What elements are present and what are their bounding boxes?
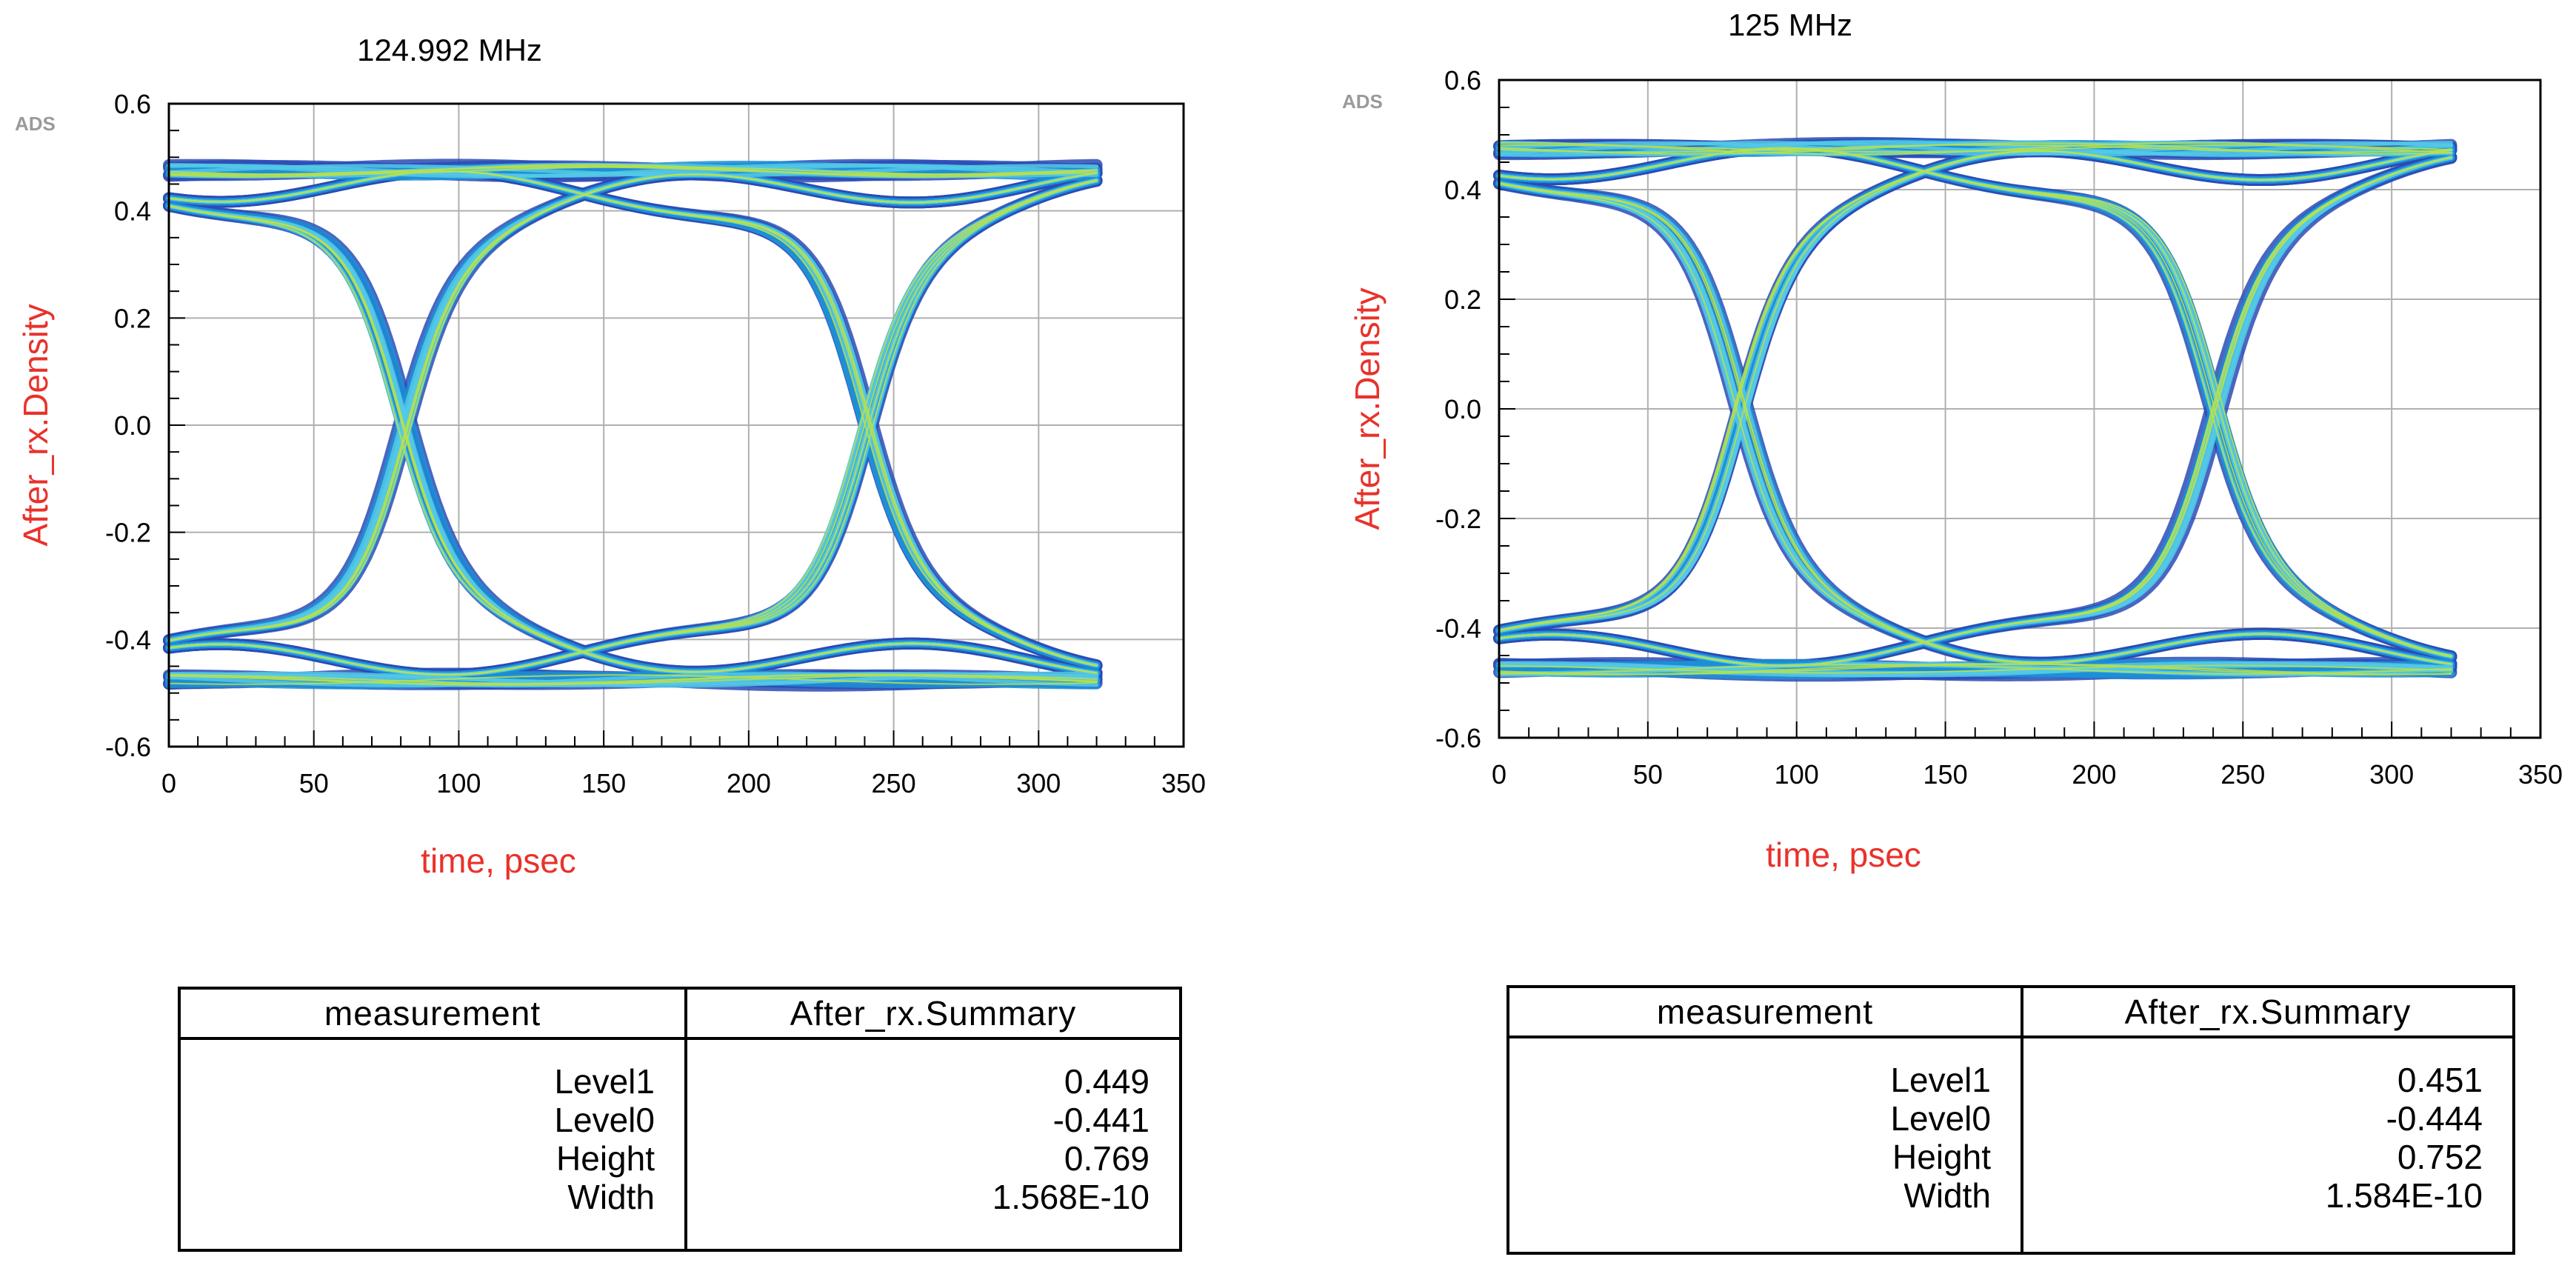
eye-rail-trace <box>168 166 1098 176</box>
measurement-names: Level1 Level0 Height Width <box>179 1038 686 1250</box>
measurement-value: -0.444 <box>2386 1099 2483 1138</box>
eye-rail-trace <box>168 164 1098 178</box>
x-tick-label: 0 <box>161 768 176 798</box>
y-tick-label: 0.4 <box>1444 175 1481 205</box>
x-tick-label: 250 <box>2220 759 2265 790</box>
table-header-summary: After_rx.Summary <box>2021 987 2514 1038</box>
chart-title: 124.992 MHz <box>357 33 542 67</box>
table-header-measurement: measurement <box>1508 987 2022 1038</box>
y-axis-label: After_rx.Density <box>1348 287 1387 530</box>
y-tick-label: 0.6 <box>114 89 151 119</box>
plot-frame <box>167 102 1185 748</box>
measurement-values: 0.451 -0.444 0.752 1.584E-10 <box>2021 1037 2514 1253</box>
eye-trace <box>1498 147 2452 657</box>
measurement-value: 0.449 <box>1064 1062 1149 1101</box>
eye-rail-trace <box>168 674 1098 685</box>
eye-rail-trace <box>167 672 1099 687</box>
y-tick-label: 0.4 <box>114 196 151 227</box>
eye-trace <box>1498 156 2452 667</box>
eye-rail-trace <box>167 164 1099 178</box>
x-tick-label: 50 <box>299 768 329 798</box>
y-tick-label: -0.2 <box>105 518 151 548</box>
x-tick-label: 250 <box>872 768 916 798</box>
x-tick-label: 150 <box>581 768 626 798</box>
eye-trace <box>168 172 1098 642</box>
x-tick-label: 100 <box>436 768 481 798</box>
x-tick-label: 300 <box>2369 759 2414 790</box>
table-header-measurement: measurement <box>179 988 686 1040</box>
y-tick-label: -0.2 <box>1435 504 1481 534</box>
y-tick-label: -0.6 <box>1435 723 1481 753</box>
y-tick-label: -0.6 <box>105 732 151 762</box>
eye-trace <box>1498 149 2452 631</box>
measurement-name: Height <box>1892 1138 1991 1176</box>
plot-frame <box>1498 79 2542 739</box>
y-tick-label: 0.0 <box>114 410 151 441</box>
eye-trace <box>168 170 1098 667</box>
measurement-name: Level0 <box>1890 1099 1991 1138</box>
measurement-values: 0.449 -0.441 0.769 1.568E-10 <box>684 1038 1181 1250</box>
eye-rail-trace <box>1497 141 2453 156</box>
x-tick-label: 200 <box>727 768 771 798</box>
table-header-summary: After_rx.Summary <box>684 988 1181 1040</box>
ads-watermark: ADS <box>1342 90 1383 113</box>
measurement-name: Level1 <box>1890 1061 1991 1099</box>
measurement-name: Level0 <box>554 1101 655 1139</box>
x-tick-label: 350 <box>1161 768 1206 798</box>
eye-traces <box>1493 136 2457 682</box>
y-tick-label: 0.0 <box>1444 394 1481 424</box>
eye-chart-left: 124.992 MHz ADS After_rx.Density time, psec… <box>15 33 1206 880</box>
eye-trace <box>168 179 1098 676</box>
x-tick-label: 200 <box>2072 759 2116 790</box>
y-tick-label: 0.2 <box>1444 284 1481 315</box>
eye-rail-trace <box>167 672 1099 687</box>
eye-trace <box>1498 182 2452 665</box>
x-tick-label: 350 <box>2518 759 2563 790</box>
eye-rail-trace <box>168 674 1098 685</box>
y-tick-label: -0.4 <box>105 624 151 655</box>
eye-rail-trace <box>168 674 1098 685</box>
x-tick-label: 150 <box>1923 759 1968 790</box>
x-axis-label: time, psec <box>1766 836 1921 874</box>
measurement-names: Level1 Level0 Height Width <box>1508 1037 2022 1253</box>
eye-chart-right: 125 MHz ADS After_rx.Density time, psec 0 50 1… <box>1342 7 2563 874</box>
x-tick-label: 100 <box>1775 759 1819 790</box>
x-tick-label: 0 <box>1492 759 1506 790</box>
y-axis-label: After_rx.Density <box>16 304 55 546</box>
x-tick-label: 50 <box>1633 759 1663 790</box>
eye-rail-trace <box>1498 663 2452 676</box>
measurement-table-right: measurement After_rx.Summary Level1 Leve… <box>1506 985 2515 1255</box>
measurement-value: -0.441 <box>1052 1101 1149 1139</box>
measurement-value: 0.451 <box>2397 1061 2483 1099</box>
y-tick-label: 0.6 <box>1444 65 1481 96</box>
eye-rail-trace <box>1498 664 2452 674</box>
eye-rail-trace <box>1498 144 2452 153</box>
y-tick-label: -0.4 <box>1435 613 1481 644</box>
chart-title: 125 MHz <box>1728 7 1852 42</box>
ads-watermark: ADS <box>15 113 56 135</box>
measurement-name: Width <box>567 1178 655 1216</box>
measurement-table-left: measurement After_rx.Summary Level1 Leve… <box>178 987 1182 1252</box>
measurement-name: Level1 <box>554 1062 655 1101</box>
measurement-value: 1.584E-10 <box>2325 1176 2483 1215</box>
eye-traces <box>163 159 1103 692</box>
measurement-name: Height <box>556 1139 655 1178</box>
measurement-name: Width <box>1903 1176 1991 1215</box>
y-tick-label: 0.2 <box>114 303 151 333</box>
measurement-value: 0.752 <box>2397 1138 2483 1176</box>
measurement-value: 0.769 <box>1064 1139 1149 1178</box>
x-axis-label: time, psec <box>421 841 576 880</box>
eye-trace <box>168 205 1098 674</box>
eye-rail-trace <box>1497 140 2453 157</box>
measurement-value: 1.568E-10 <box>992 1178 1149 1216</box>
eye-rail-trace <box>1498 141 2452 156</box>
x-tick-label: 300 <box>1016 768 1061 798</box>
